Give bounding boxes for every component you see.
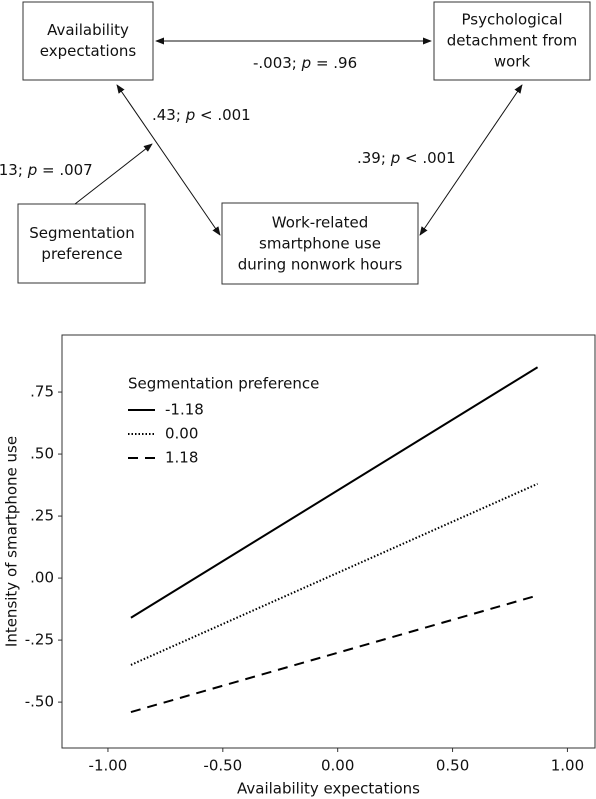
y-tick-label: .25 <box>30 507 54 525</box>
node-label: smartphone use <box>259 235 381 253</box>
diagram <box>17 1 591 285</box>
x-tick-label: -1.00 <box>89 757 128 775</box>
edge-label-part: p <box>185 106 196 124</box>
y-tick-label: .75 <box>30 383 54 401</box>
node-label: during nonwork hours <box>238 256 403 274</box>
y-tick-label: -.50 <box>25 693 54 711</box>
x-tick-label: 0.00 <box>321 757 354 775</box>
edge-label-part: < .001 <box>195 106 251 124</box>
node-label: detachment from <box>447 32 577 50</box>
edge-label-part: < .001 <box>400 149 456 167</box>
edge-label-part: .43; <box>152 106 186 124</box>
edge-label: .39; p < .001 <box>357 149 456 167</box>
x-axis-title: Availability expectations <box>237 780 420 798</box>
series-line <box>130 594 538 713</box>
series-line <box>130 366 539 619</box>
arrow <box>116 84 221 236</box>
y-tick-label: .00 <box>30 569 54 587</box>
edge-label-part: = .96 <box>311 54 357 72</box>
legend-title: Segmentation preference <box>128 375 319 393</box>
edge-label-part: -.003; <box>253 54 302 72</box>
node-box <box>221 202 419 285</box>
edge-label-part: p <box>27 161 38 179</box>
x-tick-label: 0.50 <box>436 757 469 775</box>
node-box <box>17 203 146 284</box>
arrow <box>74 143 153 205</box>
node-box <box>433 1 591 81</box>
edge-label: .13; p = .007 <box>0 161 93 179</box>
x-tick-label: 1.00 <box>551 757 584 775</box>
legend-label: 1.18 <box>165 449 198 467</box>
series-line <box>130 482 538 666</box>
node-label: preference <box>41 245 122 263</box>
legend-label: -1.18 <box>165 401 204 419</box>
legend-label: 0.00 <box>165 425 198 443</box>
y-tick-label: .50 <box>30 445 54 463</box>
node-label: Availability <box>47 21 129 39</box>
plot-frame <box>61 334 596 749</box>
edge-label-part: = .007 <box>37 161 93 179</box>
y-axis-title: Intensity of smartphone use <box>3 436 21 647</box>
edge-label: .43; p < .001 <box>152 106 251 124</box>
edge-label-part: .13; <box>0 161 28 179</box>
node-label: Psychological <box>461 11 562 29</box>
arrow <box>419 84 523 236</box>
node-box <box>22 1 154 81</box>
node-label: expectations <box>40 42 137 60</box>
node-label: Work-related <box>272 214 368 232</box>
y-tick-label: -.25 <box>25 631 54 649</box>
node-label: work <box>494 53 531 71</box>
edge-label-part: p <box>390 149 401 167</box>
x-tick-label: -0.50 <box>203 757 242 775</box>
node-label: Segmentation <box>29 224 134 242</box>
edge-label-part: .39; <box>357 149 391 167</box>
edge-label-part: p <box>301 54 312 72</box>
edge-label: -.003; p = .96 <box>253 54 357 72</box>
